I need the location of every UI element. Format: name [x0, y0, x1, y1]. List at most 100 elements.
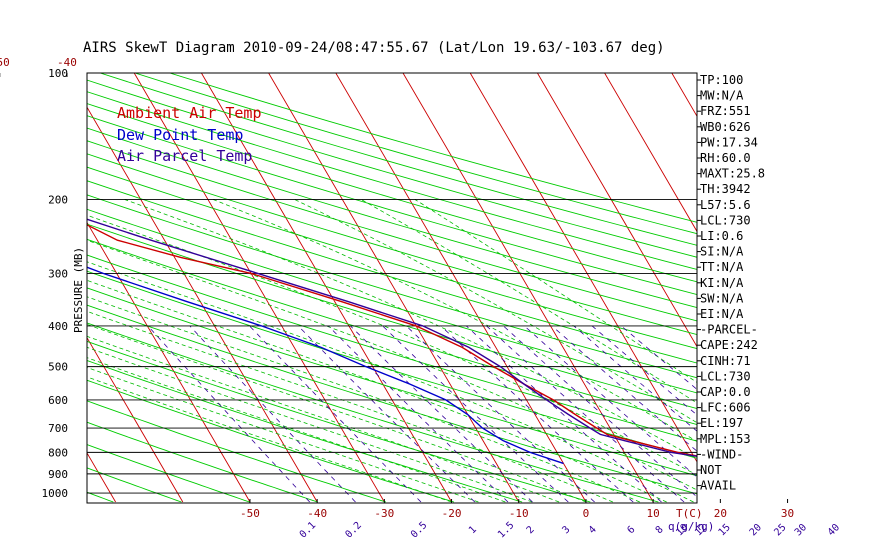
dry-adiabat-lines: [87, 73, 697, 503]
mixing-ratio-line: [440, 325, 634, 503]
bottom-temp-tick-label: -20: [442, 507, 462, 520]
dry-adiabat-line: [87, 79, 697, 258]
isotherm-line: [87, 221, 251, 503]
mixing-ratio-line: [573, 325, 697, 432]
bottom-temp-tick-labels: -50 -40 -30 -20 -10 0 10 20 30: [240, 499, 794, 520]
mixing-ratio-line: [551, 325, 697, 452]
mixing-ratio-lines: [147, 325, 697, 503]
dry-adiabat-line: [87, 270, 697, 459]
pressure-tick-label: 200: [48, 193, 68, 206]
mixing-ratio-line: [249, 325, 422, 503]
index-item: -WIND-: [700, 447, 743, 461]
index-item: SI:N/A: [700, 245, 744, 259]
index-item: WB0:626: [700, 120, 751, 134]
index-item: MAXT:25.8: [700, 167, 765, 181]
dry-adiabat-line: [169, 73, 697, 223]
index-item: TH:3942: [700, 182, 751, 196]
legend-dewpoint: Dew Point Temp: [117, 126, 243, 144]
isotherm-line: [537, 73, 697, 348]
mixing-ratio-unit-label: q(g/kg): [668, 520, 714, 533]
pressure-tick-label: 1000: [42, 487, 69, 500]
index-item: RH:60.0: [700, 151, 751, 165]
mixing-ratio-tick-label: 40: [826, 522, 842, 538]
legend-parcel: Air Parcel Temp: [117, 147, 252, 165]
y-axis-label: PRESSURE (MB): [72, 247, 85, 333]
index-item: LCL:730: [700, 369, 751, 383]
isotherm-line: [268, 73, 520, 503]
mixing-ratio-line: [466, 325, 662, 503]
mixing-ratio-line: [147, 325, 310, 503]
mixing-ratio-tick-label: 15: [717, 522, 733, 538]
bottom-temp-tick-label: 10: [647, 507, 660, 520]
isotherm-line: [201, 73, 452, 503]
dry-adiabat-line: [87, 238, 697, 426]
mixing-ratio-tick-label: 0.2: [343, 520, 364, 541]
mixing-ratio-tick-label: 20: [748, 522, 764, 538]
isotherm-line: [0, 73, 48, 502]
dry-adiabat-line: [87, 140, 697, 322]
ambient-temp-line: [87, 224, 697, 457]
dry-adiabat-line: [87, 153, 697, 336]
mixing-ratio-line: [189, 325, 356, 503]
dry-adiabat-line: [87, 444, 250, 503]
dry-adiabat-line: [87, 304, 697, 495]
index-item: LCL:730: [700, 213, 751, 227]
moist-adiabat-line: [87, 335, 560, 503]
chart-title: AIRS SkewT Diagram 2010-09-24/08:47:55.6…: [83, 40, 665, 56]
plot-border: [86, 72, 698, 504]
moist-adiabat-line: [87, 346, 533, 503]
isotherm-line: [402, 73, 654, 503]
profile-lines: [87, 218, 697, 465]
dry-adiabat-line: [87, 467, 182, 503]
moist-adiabat-line: [87, 296, 640, 503]
dry-adiabat-line: [87, 400, 387, 503]
index-item: SW:N/A: [700, 291, 744, 305]
mixing-ratio-line: [350, 325, 533, 503]
index-item: EI:N/A: [700, 307, 744, 321]
mixing-ratio-tick-label: 6: [625, 524, 637, 536]
index-item: NOT: [700, 463, 722, 477]
mixing-ratio-tick-label: 30: [793, 522, 809, 538]
dry-adiabat-line: [87, 287, 697, 477]
index-item: AVAIL: [700, 479, 736, 493]
index-item: EL:197: [700, 416, 743, 430]
dry-adiabat-line: [87, 91, 697, 270]
bottom-temp-tick-label: 0: [583, 507, 590, 520]
legend-ambient: Ambient Air Temp: [117, 104, 262, 122]
bottom-temp-tick-label: -50: [240, 507, 260, 520]
mixing-ratio-tick-labels: 0.1 0.2 0.5 1 1.5 2 3 4 6 8 10 12 15 20 25 30 40: [298, 520, 842, 541]
dry-adiabat-line: [87, 421, 318, 503]
dry-adiabat-line: [87, 223, 697, 409]
index-item: CINH:71: [700, 354, 751, 368]
index-item: MW:N/A: [700, 89, 744, 103]
mixing-ratio-line: [382, 325, 569, 503]
moist-adiabat-line: [87, 357, 506, 503]
index-item: CAP:0.0: [700, 385, 751, 399]
index-item: CAPE:242: [700, 338, 758, 352]
index-item: KI:N/A: [700, 276, 744, 290]
dry-adiabat-line: [87, 180, 697, 364]
dry-adiabat-line: [87, 208, 697, 394]
moist-adiabat-line: [213, 199, 697, 442]
isotherm-line: [335, 73, 587, 503]
mixing-ratio-tick-label: 2: [525, 524, 537, 536]
bottom-unit-label: T(C): [676, 507, 703, 520]
pressure-tick-label: 900: [48, 468, 68, 481]
isotherm-line: [739, 73, 870, 502]
top-temp-tick-label: -40: [57, 56, 77, 69]
index-item: LFC:606: [700, 401, 751, 415]
dry-adiabat-line: [87, 254, 697, 442]
bottom-temp-tick-label: 30: [781, 507, 794, 520]
dry-adiabat-line: [134, 73, 697, 235]
dry-adiabat-line: [87, 340, 591, 503]
mixing-ratio-line: [524, 325, 697, 478]
mixing-ratio-tick-label: 3: [561, 524, 573, 536]
index-item: MPL:153: [700, 432, 751, 446]
dry-adiabat-line: [87, 322, 659, 503]
bottom-temp-tick-label: -30: [374, 507, 394, 520]
mixing-ratio-tick-label: 25: [772, 522, 788, 538]
parcel-temp-line: [87, 218, 697, 458]
pressure-tick-label: 600: [48, 394, 68, 407]
moist-adiabat-line: [361, 199, 697, 404]
moist-adiabat-line: [414, 199, 697, 383]
